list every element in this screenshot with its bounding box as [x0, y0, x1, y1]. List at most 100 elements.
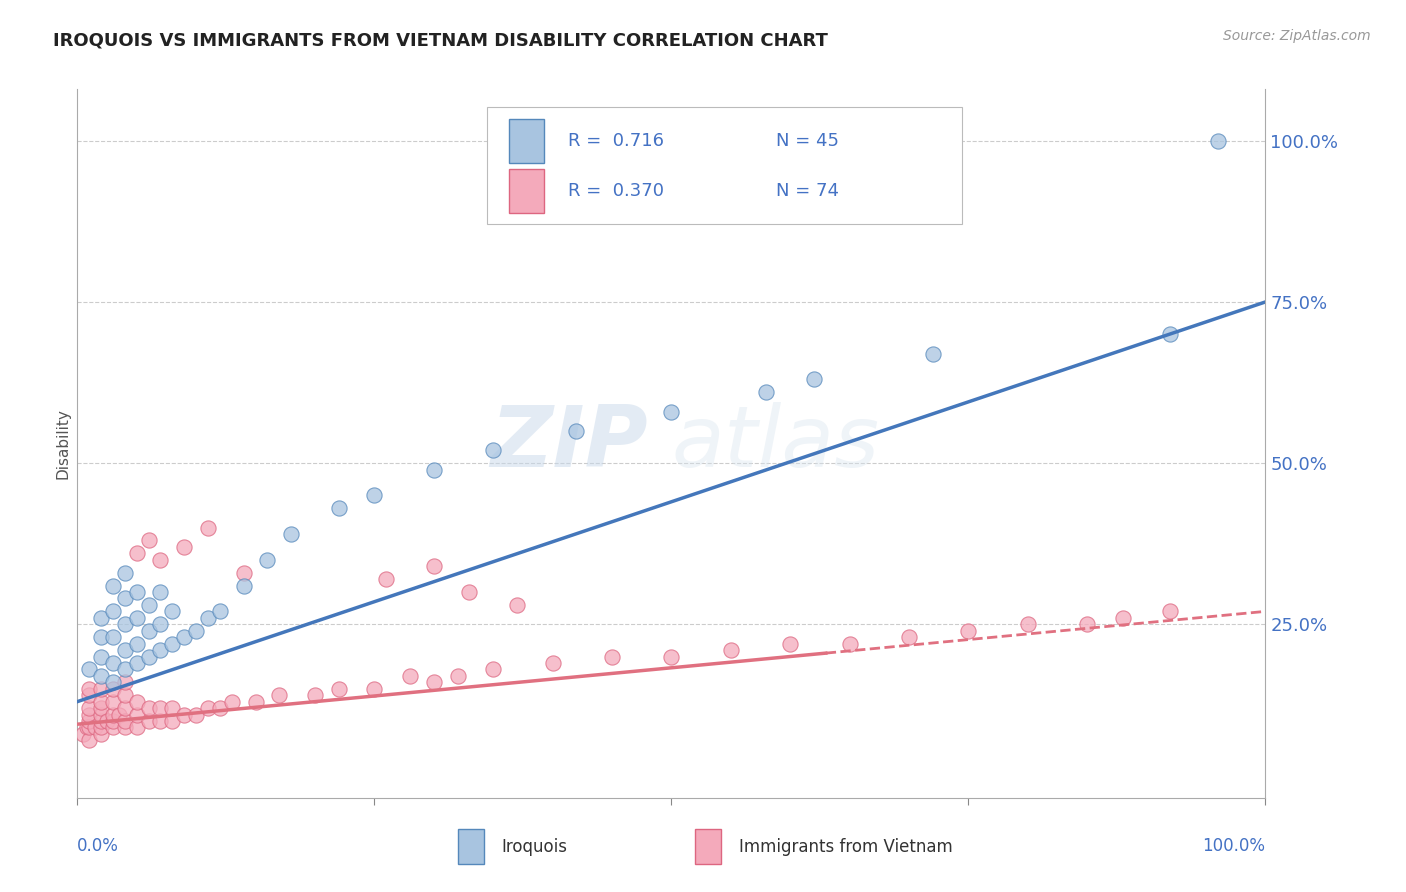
Point [96, 714, 118, 728]
Point [482, 662, 505, 676]
Point [114, 701, 136, 715]
Point [1112, 611, 1135, 625]
Point [423, 559, 446, 574]
Point [149, 643, 172, 657]
Point [77, 688, 100, 702]
Point [565, 424, 588, 438]
Point [328, 501, 350, 516]
Point [446, 669, 468, 683]
Point [101, 604, 124, 618]
Point [90, 681, 112, 696]
Point [245, 695, 267, 709]
Point [399, 669, 422, 683]
Point [114, 643, 136, 657]
Text: N = 74: N = 74 [776, 182, 839, 200]
Point [114, 714, 136, 728]
Point [482, 443, 505, 458]
Point [125, 546, 148, 560]
Point [90, 721, 112, 735]
Point [77, 701, 100, 715]
Point [77, 662, 100, 676]
Point [363, 488, 385, 502]
Point [138, 701, 160, 715]
Point [108, 707, 131, 722]
Text: R =  0.716: R = 0.716 [568, 132, 664, 150]
Point [661, 404, 683, 418]
Point [77, 681, 100, 696]
Text: Iroquois: Iroquois [502, 838, 568, 855]
Point [506, 598, 529, 612]
Point [269, 688, 291, 702]
Point [138, 598, 160, 612]
Point [138, 533, 160, 548]
Point [90, 695, 112, 709]
Point [779, 637, 801, 651]
Point [77, 733, 100, 747]
Point [114, 617, 136, 632]
Point [149, 585, 172, 599]
Point [149, 617, 172, 632]
Point [114, 662, 136, 676]
Point [197, 520, 219, 534]
Point [101, 721, 124, 735]
Point [256, 553, 278, 567]
Point [162, 714, 184, 728]
Point [162, 637, 184, 651]
Text: atlas: atlas [672, 402, 879, 485]
Point [149, 714, 172, 728]
Point [90, 611, 112, 625]
Text: 0.0%: 0.0% [77, 838, 120, 855]
Point [101, 681, 124, 696]
Point [90, 707, 112, 722]
Point [1159, 604, 1181, 618]
Point [101, 630, 124, 644]
Point [114, 566, 136, 580]
FancyBboxPatch shape [457, 829, 484, 864]
Point [197, 611, 219, 625]
Point [90, 630, 112, 644]
Point [101, 714, 124, 728]
Point [77, 721, 100, 735]
Point [173, 630, 195, 644]
Point [162, 604, 184, 618]
Point [149, 701, 172, 715]
Point [838, 637, 860, 651]
Text: 100.0%: 100.0% [1202, 838, 1265, 855]
Point [125, 656, 148, 670]
Point [101, 656, 124, 670]
Point [280, 527, 302, 541]
Point [720, 643, 742, 657]
Point [304, 688, 326, 702]
Point [232, 578, 254, 592]
Point [803, 372, 825, 386]
Point [328, 681, 350, 696]
FancyBboxPatch shape [509, 169, 544, 212]
Point [138, 649, 160, 664]
Point [101, 578, 124, 592]
Point [898, 630, 921, 644]
Point [90, 669, 112, 683]
Point [755, 385, 778, 400]
Text: R =  0.370: R = 0.370 [568, 182, 664, 200]
Point [208, 701, 231, 715]
Text: N = 45: N = 45 [776, 132, 839, 150]
Point [90, 701, 112, 715]
Point [77, 707, 100, 722]
FancyBboxPatch shape [509, 119, 544, 163]
Point [84, 721, 107, 735]
Point [101, 707, 124, 722]
Point [1017, 617, 1039, 632]
Y-axis label: Disability: Disability [55, 409, 70, 479]
FancyBboxPatch shape [695, 829, 721, 864]
Point [600, 649, 623, 664]
Point [138, 624, 160, 638]
Point [1159, 327, 1181, 342]
Point [114, 688, 136, 702]
Text: Source: ZipAtlas.com: Source: ZipAtlas.com [1223, 29, 1371, 43]
Point [363, 681, 385, 696]
Point [423, 675, 446, 690]
Point [957, 624, 980, 638]
Point [197, 701, 219, 715]
Point [114, 591, 136, 606]
Point [125, 721, 148, 735]
